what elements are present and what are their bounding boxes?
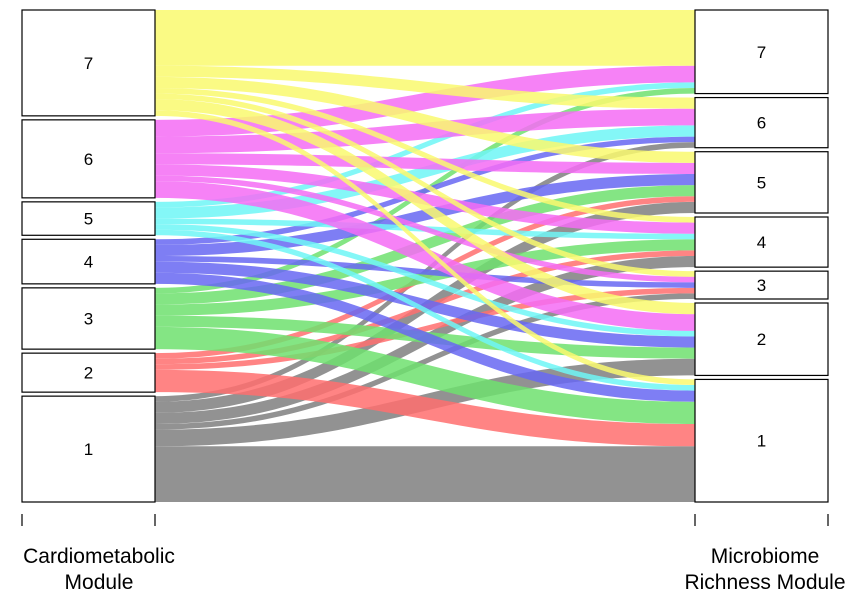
module-boxes-layer: 7 6 5 4 3 2 1 7 6 5 4 3 2 1 [21,9,829,503]
left-module-box-4 [21,238,156,285]
flow-ribbon-7-to-2 [155,99,695,315]
flow-ribbon-6-to-3 [155,175,695,283]
flow-ribbon-6-to-2 [155,181,695,331]
flow-ribbon-5-to-6 [155,125,695,219]
right-axis-title-line-1: Microbiome [710,545,820,568]
right-module-box-4 [694,216,829,268]
flow-ribbon-5-to-7 [155,82,695,208]
flow-ribbon-5-to-2 [155,224,695,337]
left-module-label-1: 1 [84,440,93,459]
right-module-box-7 [694,9,829,95]
right-module-label-6: 6 [757,114,766,133]
left-axis-title: Cardiometabolic Module [0,544,204,596]
left-axis-title-line-1: Cardiometabolic [23,545,175,568]
flow-ribbon-4-to-5 [155,174,695,256]
flow-ribbon-6-to-4 [155,164,695,234]
left-module-label-2: 2 [84,364,93,383]
right-module-label-1: 1 [757,432,766,451]
right-module-box-2 [694,302,829,377]
flow-ribbon-4-to-1 [155,272,695,402]
right-module-label-2: 2 [757,330,766,349]
right-module-box-3 [694,270,829,300]
flow-ribbon-3-to-1 [155,326,695,424]
flow-ribbon-5-to-1 [155,229,695,391]
left-module-box-6 [21,119,156,199]
flow-ribbon-7-to-5 [155,76,695,163]
left-module-box-3 [21,287,156,350]
left-axis-title-line-2: Module [64,571,134,594]
flow-ribbon-1-to-1 [155,446,695,502]
flow-ribbon-4-to-6 [155,136,695,245]
axis-layer [21,514,829,526]
flow-ribbon-7-to-3 [155,93,695,277]
flow-ribbon-2-to-1 [155,369,695,447]
right-module-label-7: 7 [757,43,766,62]
right-module-box-1 [694,378,829,503]
right-module-label-3: 3 [757,276,766,295]
right-module-label-4: 4 [757,233,766,252]
flow-ribbon-1-to-3 [155,293,695,430]
right-module-label-5: 5 [757,173,766,192]
left-module-box-7 [21,9,156,117]
flow-ribbon-6-to-6 [155,108,695,154]
flows-layer [155,10,695,502]
right-module-box-6 [694,96,829,149]
flow-ribbon-4-to-2 [155,261,695,348]
right-module-box-5 [694,151,829,214]
right-axis-title: Microbiome Richness Module [660,544,860,596]
flow-ribbon-2-to-3 [155,287,695,370]
left-module-box-5 [21,201,156,236]
flow-ribbon-7-to-1 [155,110,695,386]
flow-ribbon-7-to-6 [155,65,695,109]
flow-ribbon-7-to-7 [155,10,695,66]
right-axis-title-line-2: Richness Module [684,571,846,594]
left-module-label-5: 5 [84,210,93,229]
flow-ribbon-6-to-5 [155,153,695,174]
left-module-label-7: 7 [84,54,93,73]
left-module-box-1 [21,395,156,503]
left-module-label-6: 6 [84,150,93,169]
left-module-box-2 [21,352,156,393]
left-module-label-3: 3 [84,310,93,329]
left-module-label-4: 4 [84,253,93,272]
flow-ribbon-7-to-4 [155,88,695,223]
